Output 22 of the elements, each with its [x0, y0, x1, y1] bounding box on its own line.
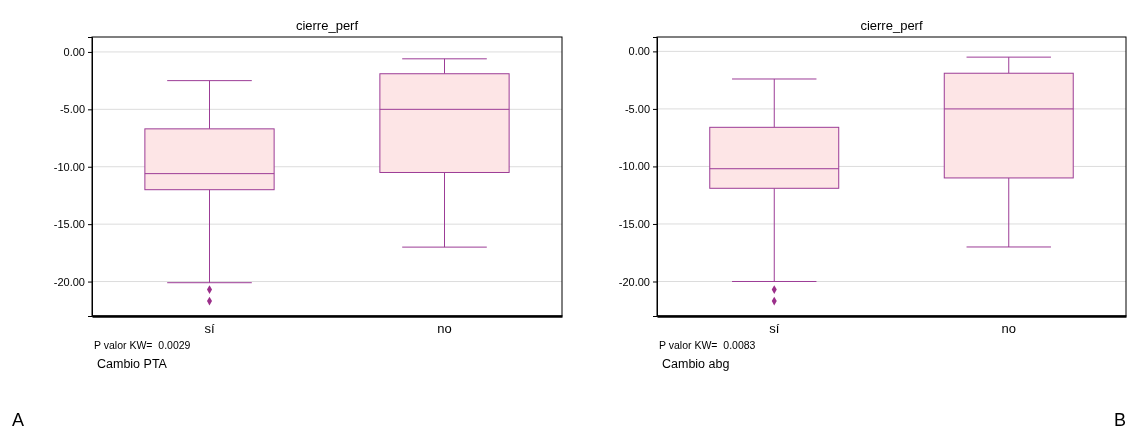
y-tick-label: 0.00 — [63, 45, 85, 58]
chart-title: cierre_perf — [860, 18, 923, 33]
x-tick-label: no — [1001, 321, 1016, 337]
text: P valor KW= 0.0083 — [659, 339, 756, 351]
y-tick-label: -15.00 — [53, 218, 85, 231]
text: Cambio abg — [662, 357, 730, 371]
x-tick-label: sí — [204, 321, 215, 337]
y-tick-label: -5.00 — [59, 103, 85, 116]
y-tick-label: -20.00 — [618, 275, 650, 288]
text: Cambio PTA — [97, 357, 168, 371]
y-tick-label: -10.00 — [618, 160, 650, 173]
text: P valor KW= 0.0029 — [94, 339, 191, 351]
x-tick-label: sí — [769, 321, 780, 337]
text: A — [12, 410, 25, 428]
text: B — [1114, 410, 1127, 428]
chart-title: cierre_perf — [295, 18, 359, 33]
y-tick-label: -15.00 — [618, 217, 650, 230]
y-tick-label: -10.00 — [53, 160, 85, 173]
y-tick-label: -20.00 — [53, 275, 85, 288]
y-tick-label: 0.00 — [628, 45, 650, 58]
x-tick-label: no — [437, 321, 452, 337]
y-tick-label: -5.00 — [624, 102, 650, 115]
